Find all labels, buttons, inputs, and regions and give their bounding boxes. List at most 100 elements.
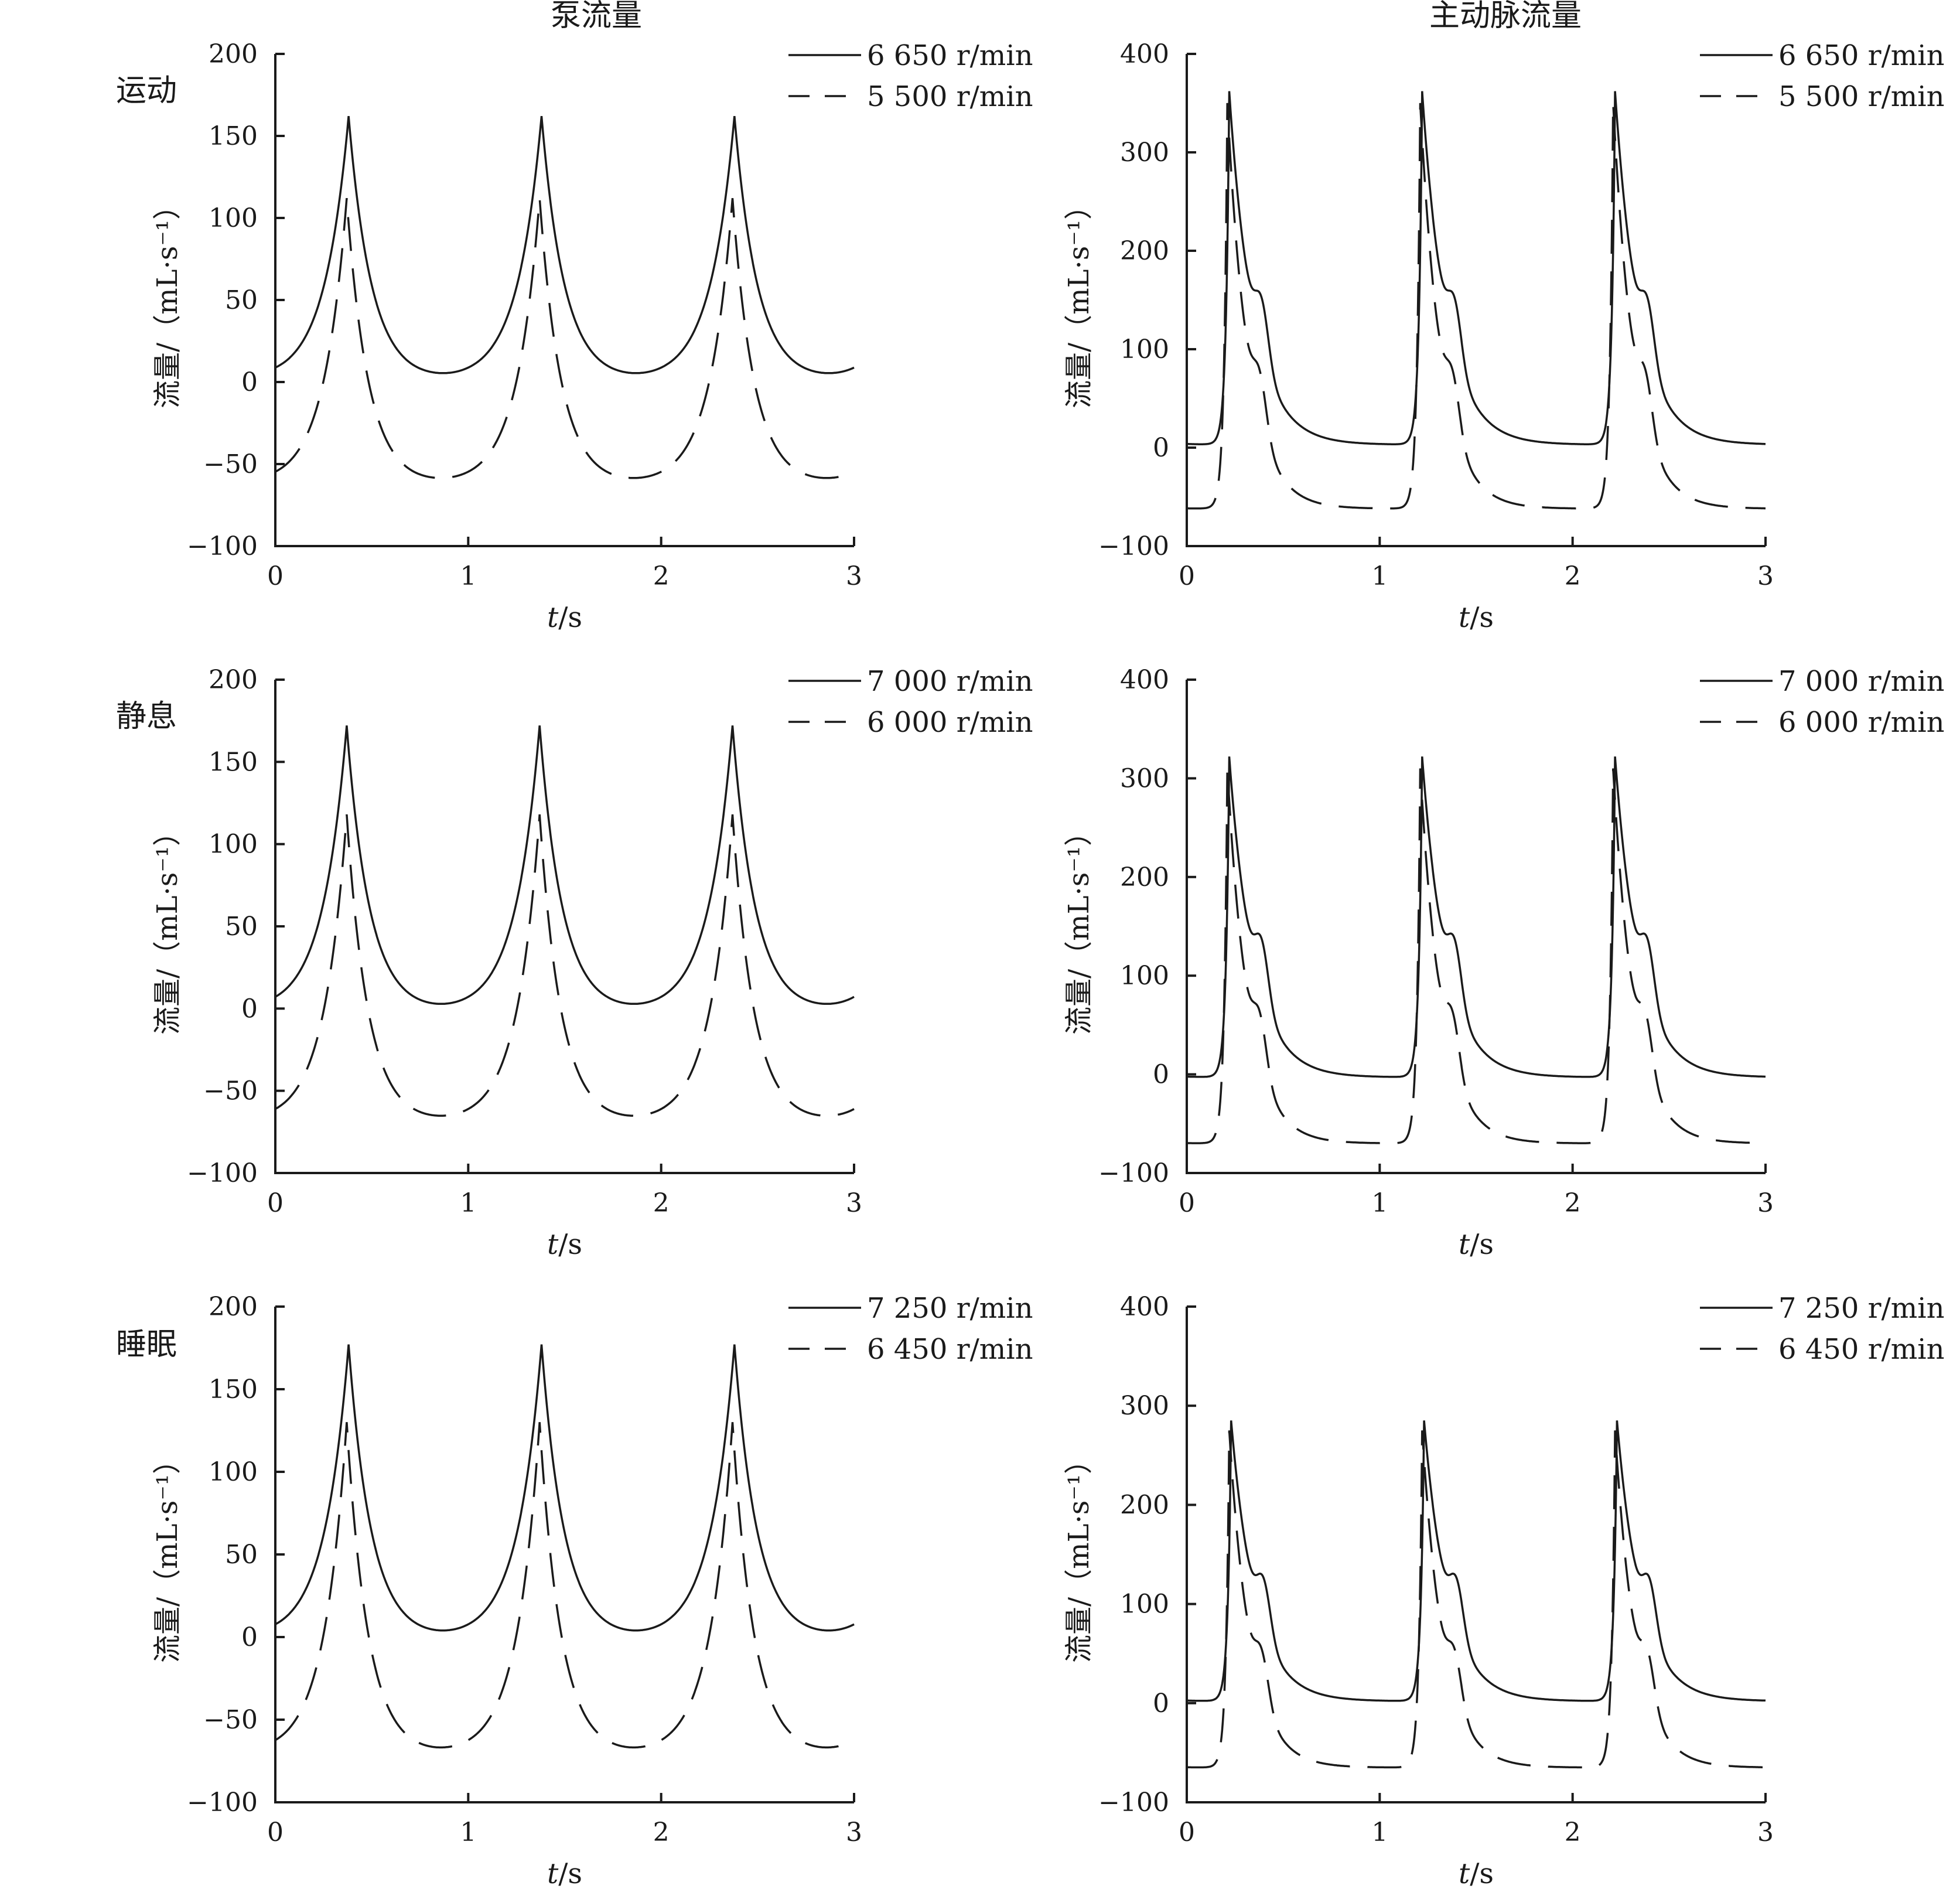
y-tick-label: 50 [225,912,258,942]
x-tick-label: 0 [1179,561,1195,591]
x-axis-label-unit: /s [558,1857,582,1889]
x-tick-label: 1 [460,1818,476,1847]
y-axis-label: 流量/（mL·s⁻¹） [151,1446,184,1663]
legend-label-0: 7 000 r/min [867,665,1033,698]
x-tick-label: 1 [1371,561,1388,591]
x-tick-label: 1 [460,561,476,591]
x-axis-label-symbol: t [1459,1857,1470,1889]
y-tick-label: 0 [241,1622,258,1652]
legend-label-1: 6 450 r/min [1778,1333,1945,1366]
y-axis-label: 流量/（mL·s⁻¹） [1063,818,1095,1035]
chart-panel: 200 150 100 50 0 −50 −100 0 1 2 3 t/s 流量/（mL·s⁻¹） 7 2… [151,1292,1033,1889]
axis-lines [1186,1307,1766,1803]
series-line-1 [1187,768,1766,1144]
y-axis-label: 流量/（mL·s⁻¹） [1063,1446,1095,1663]
legend-label-0: 7 250 r/min [1778,1292,1945,1325]
y-tick-label: 100 [209,830,258,860]
axis-lines [274,54,854,547]
y-axis-label: 流量/（mL·s⁻¹） [151,192,184,408]
y-tick-label: 300 [1120,1391,1169,1421]
chart-panel: 200 150 100 50 0 −50 −100 0 1 2 3 t/s 流量/（mL·s⁻¹） 6 6… [151,39,1033,634]
y-tick-label: −100 [187,1788,258,1818]
x-axis-label: t/s [547,601,582,634]
y-tick-label: 200 [209,665,258,695]
y-tick-label: 200 [209,39,258,69]
x-axis-label-unit: /s [558,601,582,634]
legend-label-1: 6 000 r/min [867,706,1033,739]
y-tick-label: −100 [1098,1788,1169,1818]
y-tick-label: 300 [1120,138,1169,168]
y-tick-label: −100 [187,1158,258,1188]
y-tick-label: −50 [203,449,258,479]
x-axis-label-unit: /s [1470,601,1494,634]
y-tick-label: 100 [209,203,258,233]
legend-label-1: 5 500 r/min [867,80,1033,113]
series-line-0 [275,725,855,1005]
chart-panel: 400 300 200 100 0 −100 0 1 2 3 t/s 流量/（mL·s⁻¹） 7 000… [1063,665,1945,1261]
y-tick-label: −100 [1098,1158,1169,1188]
legend-label-0: 6 650 r/min [867,39,1033,72]
chart-panel: 400 300 200 100 0 −100 0 1 2 3 t/s 流量/（mL·s⁻¹） 7 250… [1063,1292,1945,1889]
y-tick-label: 150 [209,747,258,777]
x-axis-label-unit: /s [558,1228,582,1261]
axis-lines [274,680,854,1174]
series-line-1 [275,814,855,1117]
x-tick-label: 1 [460,1188,476,1218]
y-tick-label: 200 [1120,236,1169,266]
legend-label-0: 7 000 r/min [1778,665,1945,698]
x-axis-label: t/s [547,1228,582,1261]
x-axis-label-symbol: t [547,1857,559,1889]
series-line-0 [1186,91,1766,445]
x-tick-label: 1 [1371,1818,1388,1847]
y-tick-label: 150 [209,1375,258,1404]
y-tick-label: 400 [1120,39,1169,69]
series-line-0 [275,1344,855,1632]
y-tick-label: 100 [209,1457,258,1487]
row-title-exercise: 运动 [116,73,177,108]
x-axis-label: t/s [547,1857,582,1889]
axis-lines [1186,54,1766,547]
x-axis-label: t/s [1459,1228,1494,1261]
axis-lines [1186,680,1766,1174]
row-title-rest: 静息 [116,699,177,734]
x-tick-label: 2 [1565,1818,1581,1847]
x-axis-label-symbol: t [547,601,559,634]
series-line-0 [1187,1420,1766,1702]
y-tick-label: −50 [203,1076,258,1106]
column-title-pump-flow: 泵流量 [551,0,642,33]
y-tick-label: −50 [203,1705,258,1735]
x-tick-label: 3 [846,1818,862,1847]
x-axis-label: t/s [1459,601,1494,634]
x-tick-label: 2 [653,1818,670,1847]
x-tick-label: 0 [267,561,284,591]
x-tick-label: 0 [1179,1818,1195,1847]
y-tick-label: 400 [1120,1292,1169,1322]
x-tick-label: 0 [267,1188,284,1218]
x-tick-label: 2 [1565,1188,1581,1218]
legend-label-1: 5 500 r/min [1778,80,1945,113]
y-tick-label: 400 [1120,665,1169,695]
y-tick-label: 100 [1120,961,1169,991]
x-tick-label: 3 [1757,561,1774,591]
y-tick-label: 200 [1120,862,1169,892]
x-axis-label-symbol: t [547,1228,559,1261]
x-tick-label: 3 [846,561,862,591]
x-tick-label: 2 [1565,561,1581,591]
series-line-1 [275,198,855,479]
legend-label-1: 6 450 r/min [867,1333,1033,1366]
row-title-sleep: 睡眠 [116,1327,177,1362]
axis-lines [274,1307,854,1803]
x-axis-label-unit: /s [1470,1228,1494,1261]
x-axis-label-symbol: t [1459,601,1470,634]
chart-panel: 400 300 200 100 0 −100 0 1 2 3 t/s 流量/（mL·s⁻¹） 6 650… [1063,39,1945,634]
y-tick-label: 200 [1120,1490,1169,1520]
y-tick-label: 0 [241,367,258,397]
x-tick-label: 0 [267,1818,284,1847]
series-line-1 [1187,103,1766,510]
y-axis-label: 流量/（mL·s⁻¹） [151,818,184,1035]
series-line-0 [1186,756,1766,1078]
y-tick-label: −100 [187,531,258,561]
y-tick-label: 50 [225,1540,258,1570]
